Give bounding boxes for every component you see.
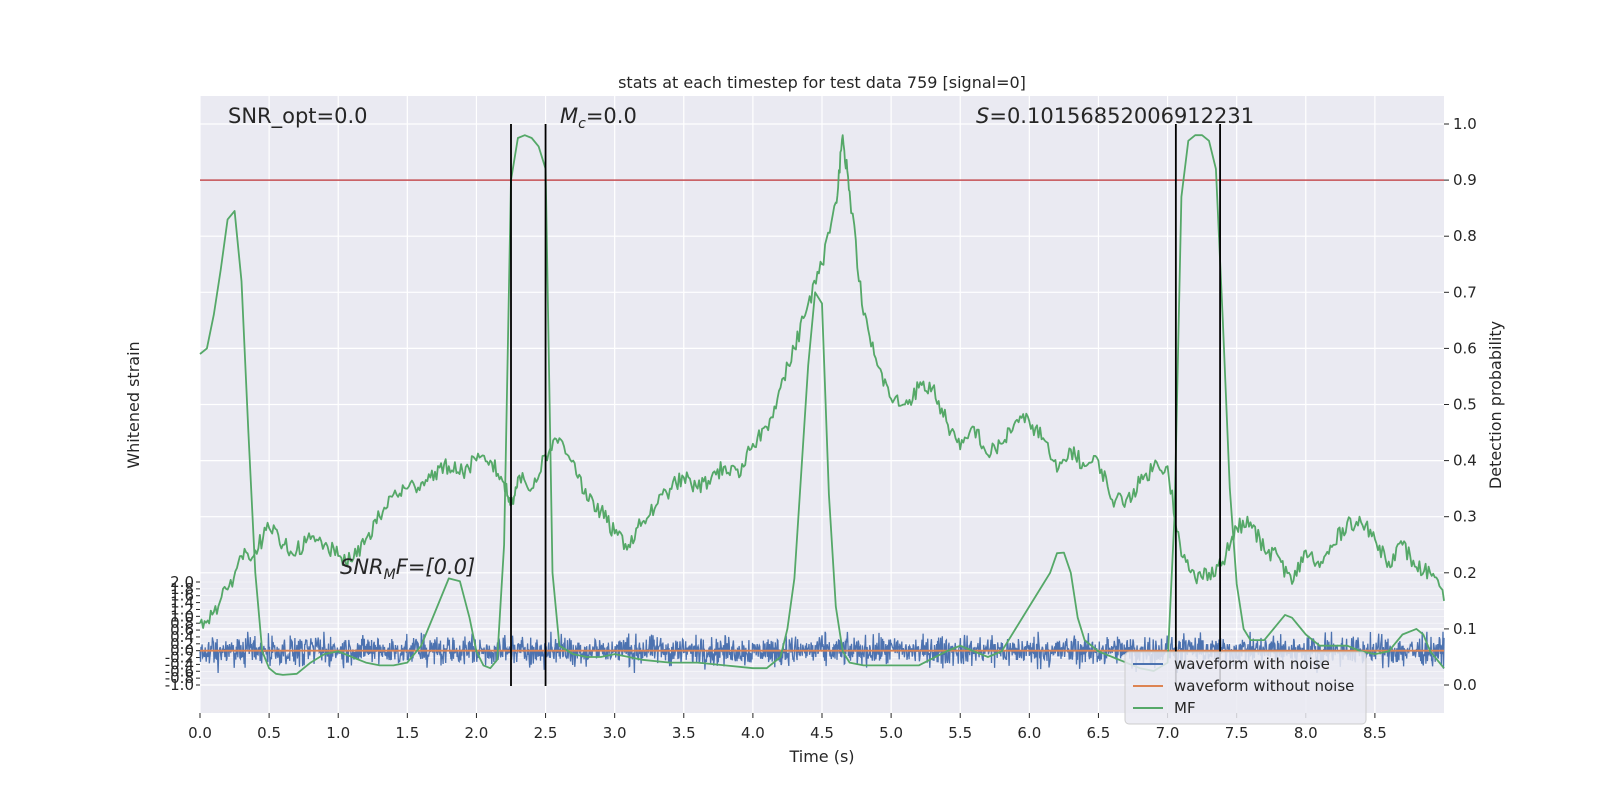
left-tick-label: 1.4: [170, 594, 194, 612]
right-tick-label: 0.2: [1453, 564, 1477, 582]
right-tick-label: 0.5: [1453, 396, 1477, 414]
x-tick-label: 1.5: [395, 724, 419, 742]
x-tick-label: 6.5: [1087, 724, 1111, 742]
right-tick-label: 0.1: [1453, 620, 1477, 638]
snr-mf-subscript: M: [384, 567, 396, 583]
right-tick-label: 0.7: [1453, 283, 1477, 301]
x-tick-label: 8.0: [1294, 724, 1318, 742]
right-tick-label: 0.3: [1453, 508, 1477, 526]
left-tick-label: -0.2: [165, 649, 194, 667]
x-tick-label: 6.0: [1017, 724, 1041, 742]
x-tick-label: 2.5: [534, 724, 558, 742]
right-axis-ticks: 0.0 0.1 0.2 0.3 0.4 0.5 0.6 0.7 0.8 0.9 1.0: [1444, 115, 1477, 694]
right-tick-label: 0.0: [1453, 676, 1477, 694]
x-tick-label: 1.0: [326, 724, 350, 742]
left-tick-label: 0.0: [170, 642, 194, 660]
left-tick-label: 0.4: [170, 628, 194, 646]
x-tick-label: 8.5: [1363, 724, 1387, 742]
legend-label-mf: MF: [1174, 699, 1196, 717]
x-tick-label: 4.0: [741, 724, 765, 742]
chart-title: stats at each timestep for test data 759…: [618, 73, 1026, 92]
left-tick-label: 0.8: [170, 614, 194, 632]
left-tick-label: -1.0: [165, 676, 194, 694]
left-axis-label: Whitened strain: [124, 341, 143, 468]
x-tick-label: 7.5: [1225, 724, 1249, 742]
legend-label-clean: waveform without noise: [1174, 677, 1354, 695]
x-tick-label: 0.5: [257, 724, 281, 742]
left-tick-label: 2.0: [170, 573, 194, 591]
snr-mf-annotation: SNRMF=[0.0]: [340, 555, 475, 583]
right-axis-label: Detection probability: [1486, 321, 1505, 489]
chirp-mass-annotation: Mc=0.0: [560, 104, 637, 132]
left-tick-label: 0.6: [170, 621, 194, 639]
detection-bounds: [510, 124, 1221, 686]
x-axis-ticks: 0.0 0.5 1.0 1.5 2.0 2.5 3.0 3.5 4.0 4.5 5.0 5.5 6.0 6…: [188, 713, 1387, 742]
right-tick-label: 0.9: [1453, 171, 1477, 189]
probability-series: [199, 134, 1445, 629]
right-tick-label: 1.0: [1453, 115, 1477, 133]
x-tick-label: 0.0: [188, 724, 212, 742]
x-tick-label: 3.0: [603, 724, 627, 742]
s-value: =0.10156852006912231: [989, 104, 1254, 128]
chirp-mass-value: =0.0: [586, 104, 637, 128]
legend-box: [1124, 651, 1367, 725]
x-tick-label: 5.0: [879, 724, 903, 742]
left-axis-ticks: -1.0-0.8-0.6-0.4-0.20.00.20.40.60.81.01.…: [165, 573, 200, 694]
snr-opt-annotation: SNR_opt=0.0: [228, 104, 368, 129]
chirp-mass-symbol: M: [560, 104, 578, 128]
legend-label-noise: waveform with noise: [1174, 655, 1330, 673]
right-tick-label: 0.8: [1453, 227, 1477, 245]
x-tick-label: 5.5: [948, 724, 972, 742]
right-tick-label: 0.6: [1453, 339, 1477, 357]
snr-mf-suffix: F=[0.0]: [396, 555, 475, 579]
x-tick-label: 2.0: [465, 724, 489, 742]
chirp-mass-subscript: c: [578, 116, 586, 132]
left-tick-label: -0.8: [165, 669, 194, 687]
snr-mf-prefix: SNR: [340, 555, 384, 579]
left-tick-label: 1.0: [170, 607, 194, 625]
s-annotation: S=0.10156852006912231: [976, 104, 1254, 128]
s-symbol: S: [976, 104, 989, 128]
left-tick-label: 1.2: [170, 600, 194, 618]
x-axis-label: Time (s): [788, 747, 854, 766]
left-tick-label: -0.6: [165, 662, 194, 680]
x-tick-label: 4.5: [810, 724, 834, 742]
x-tick-label: 3.5: [672, 724, 696, 742]
probability-line: [199, 134, 1445, 629]
right-tick-label: 0.4: [1453, 452, 1477, 470]
left-tick-label: 1.8: [170, 580, 194, 598]
x-tick-label: 7.0: [1156, 724, 1180, 742]
left-tick-label: 1.6: [170, 587, 194, 605]
legend: waveform with noise waveform without noi…: [1124, 651, 1367, 725]
left-tick-label: 0.2: [170, 635, 194, 653]
left-tick-label: -0.4: [165, 655, 194, 673]
